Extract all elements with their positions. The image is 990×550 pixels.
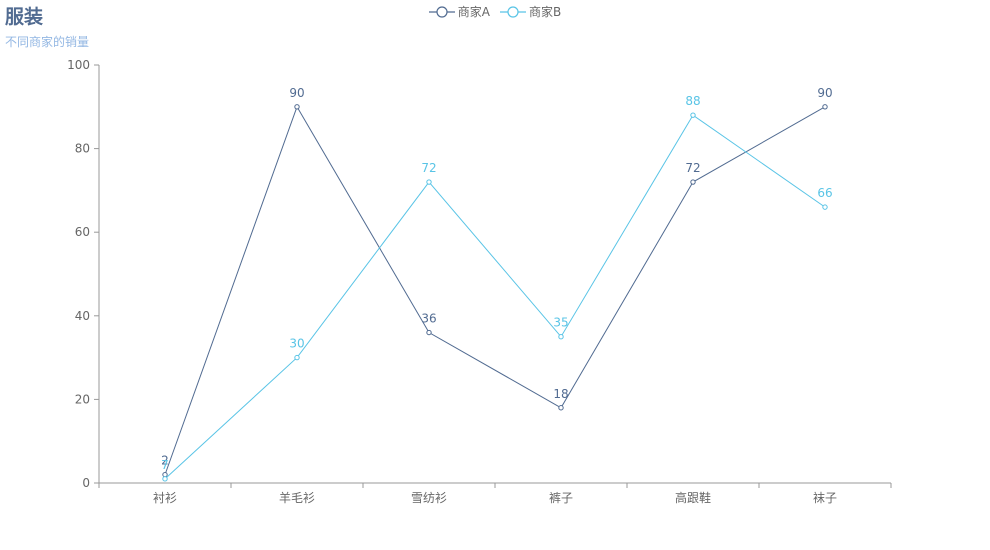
x-tick-label: 裤子	[549, 491, 573, 505]
legend: 商家A 商家B	[0, 3, 990, 20]
legend-label-a: 商家A	[457, 5, 490, 19]
x-tick-label: 雪纺衫	[411, 491, 447, 505]
y-axis: 0 20 40 60 80 100	[67, 58, 100, 490]
x-axis: 衬衫 羊毛衫 雪纺衫 裤子 高跟鞋 袜子	[98, 482, 892, 505]
y-tick-label: 60	[75, 225, 90, 239]
data-label: 30	[289, 337, 304, 351]
legend-marker-b-icon	[499, 5, 526, 18]
data-point[interactable]	[294, 354, 300, 361]
y-tick-label: 40	[75, 309, 90, 323]
data-label: 35	[553, 316, 568, 330]
data-label: 90	[289, 86, 304, 100]
chart-subtitle: 不同商家的销量	[5, 35, 90, 49]
legend-marker-a-icon	[428, 5, 455, 18]
data-label: 18	[553, 387, 568, 401]
x-tick-label: 羊毛衫	[279, 490, 315, 505]
data-label: 90	[817, 86, 832, 100]
data-label: 88	[685, 94, 700, 108]
data-point[interactable]	[558, 334, 564, 340]
data-point[interactable]	[426, 329, 432, 336]
legend-label-b: 商家B	[528, 5, 562, 19]
data-label: 2	[161, 454, 169, 468]
series-group: 2 90 36 18 72 90 7 30 72 35 88 66	[161, 86, 833, 482]
data-point[interactable]	[822, 104, 828, 110]
data-point[interactable]	[558, 405, 564, 411]
legend-item-a[interactable]: 商家A	[428, 3, 490, 20]
data-point[interactable]	[162, 476, 168, 482]
data-point[interactable]	[426, 179, 432, 185]
data-label: 36	[421, 312, 436, 326]
series-line-b	[164, 114, 826, 480]
series-line-a	[164, 105, 826, 475]
y-tick-label: 20	[75, 392, 90, 406]
data-label: 72	[421, 161, 436, 175]
chart-title: 服装	[5, 6, 44, 28]
data-point[interactable]	[690, 112, 696, 118]
y-tick-label: 0	[82, 476, 90, 490]
data-point[interactable]	[690, 179, 696, 185]
x-tick-label: 袜子	[813, 491, 837, 505]
data-label: 72	[685, 161, 700, 175]
data-point[interactable]	[294, 104, 300, 110]
x-tick-label: 衬衫	[153, 491, 177, 505]
legend-item-b[interactable]: 商家B	[499, 3, 562, 20]
x-tick-label: 高跟鞋	[675, 490, 711, 505]
y-tick-label: 80	[75, 142, 90, 156]
y-tick-label: 100	[67, 58, 90, 72]
data-label: 66	[817, 186, 832, 200]
data-label: 7	[161, 458, 169, 472]
data-point[interactable]	[822, 204, 828, 210]
